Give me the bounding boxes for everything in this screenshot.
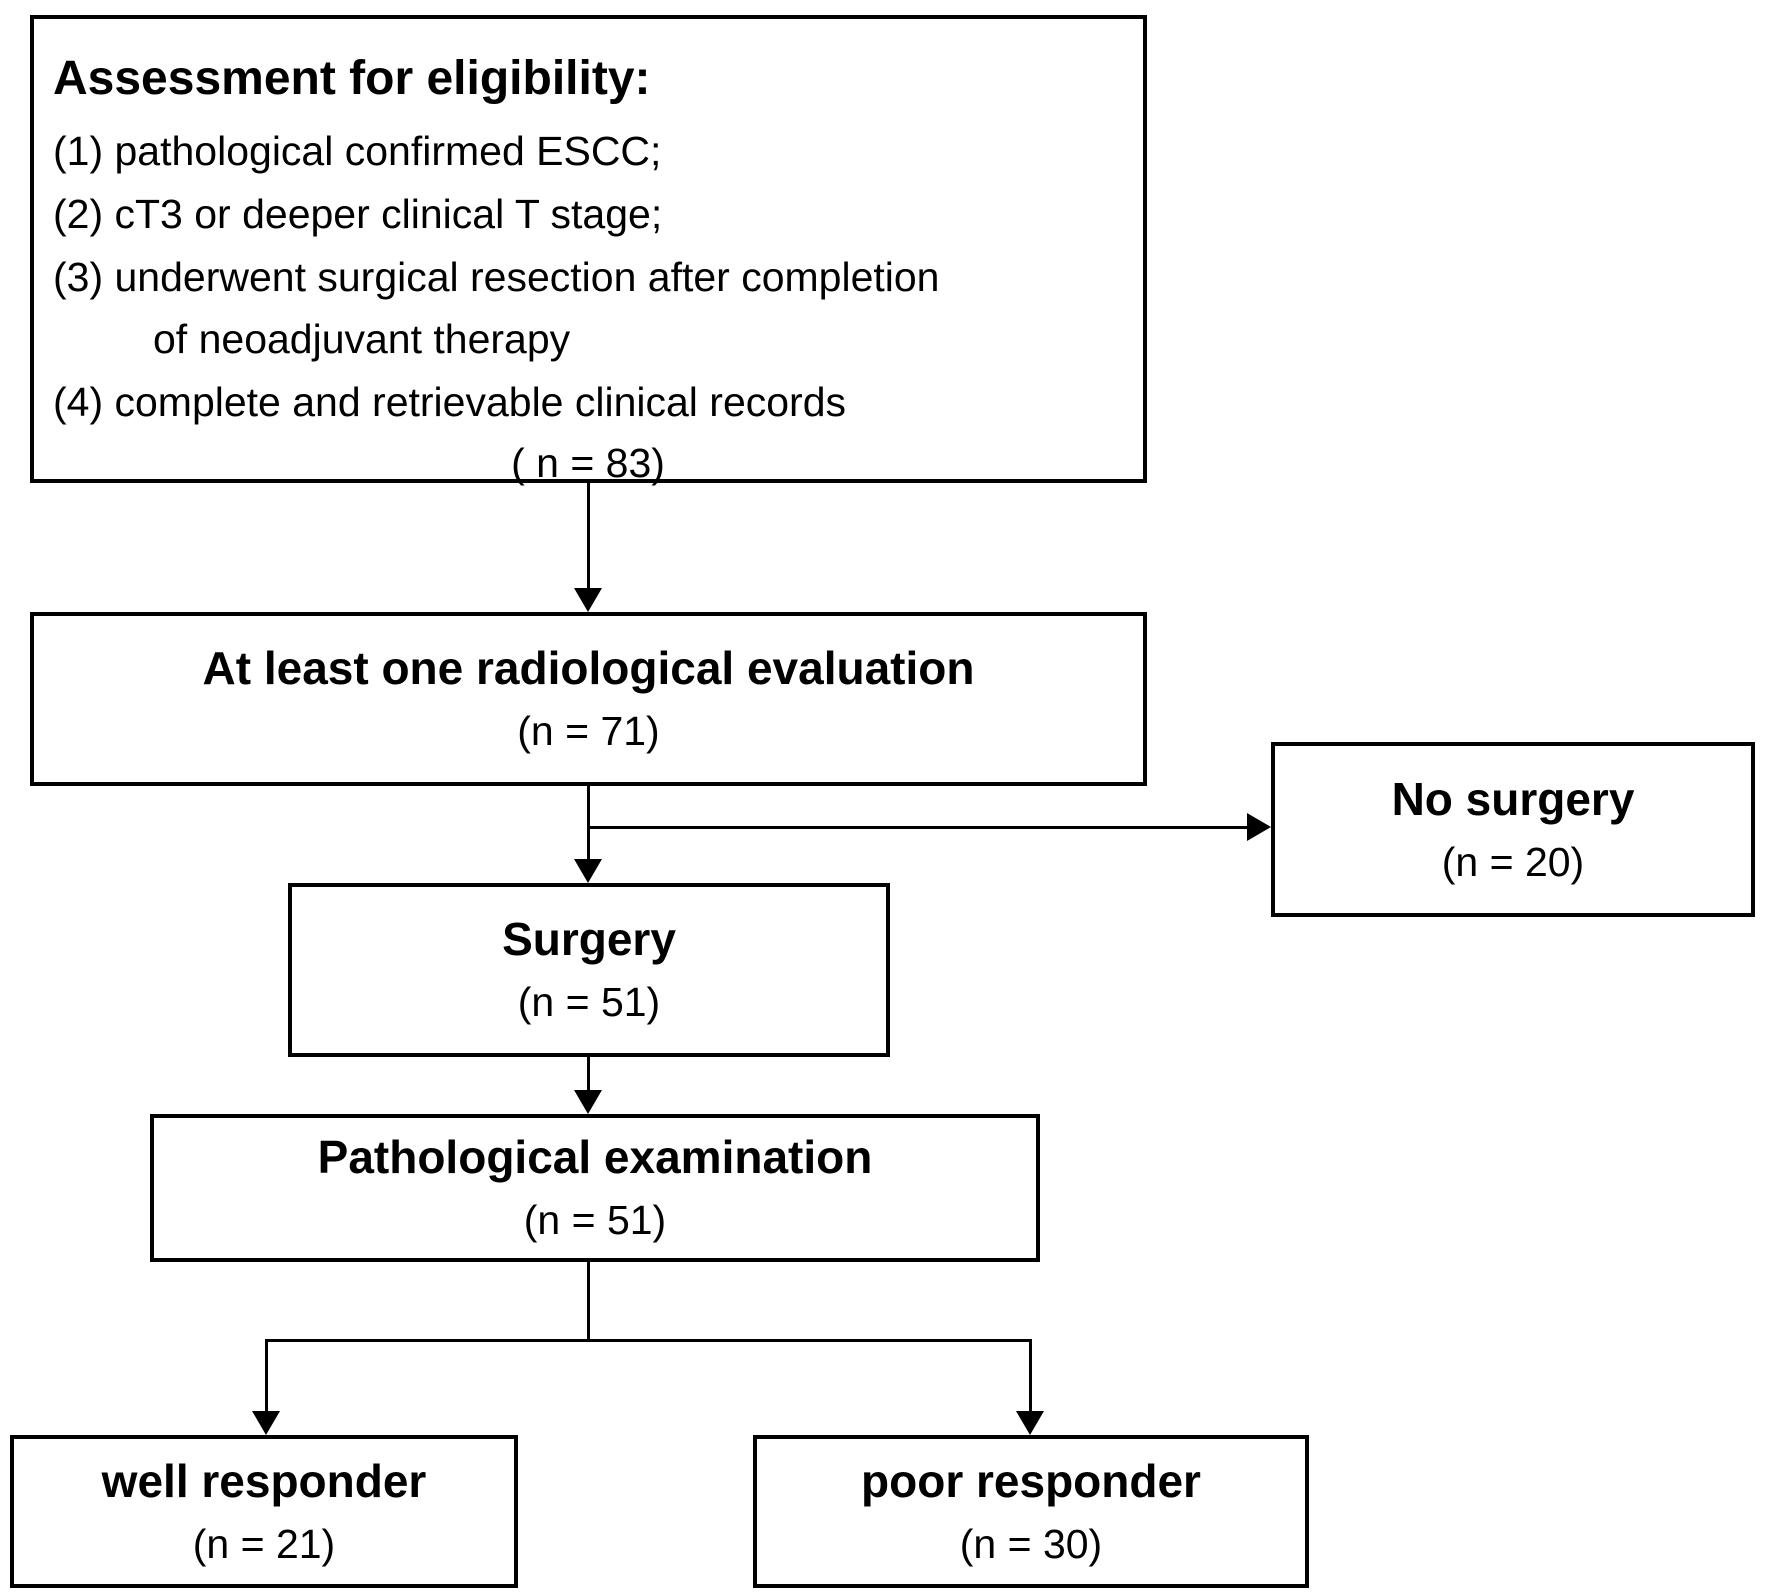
well-responder-title: well responder xyxy=(101,1454,427,1507)
no-surgery-title: No surgery xyxy=(1391,772,1635,825)
arrowhead-down-icon xyxy=(574,859,602,883)
surgery-title: Surgery xyxy=(502,913,676,966)
arrowhead-down-icon xyxy=(1016,1411,1044,1435)
connector-surgery-to-pathological xyxy=(587,1055,590,1092)
connector-eligibility-to-radiological xyxy=(587,481,590,591)
well-responder-box: well responder (n = 21) xyxy=(10,1435,518,1588)
pathological-title: Pathological examination xyxy=(317,1131,873,1184)
eligibility-box: Assessment for eligibility: (1) patholog… xyxy=(30,15,1147,486)
arrowhead-right-icon xyxy=(1247,813,1271,841)
arrowhead-down-icon xyxy=(252,1411,280,1435)
radiological-evaluation-box: At least one radiological evaluation (n … xyxy=(30,612,1147,786)
eligibility-criterion-3-continued: of neoadjuvant therapy xyxy=(153,316,571,363)
arrowhead-down-icon xyxy=(574,588,602,612)
arrowhead-down-icon xyxy=(574,1090,602,1114)
pathological-count: (n = 51) xyxy=(523,1197,667,1244)
radiological-title: At least one radiological evaluation xyxy=(202,642,975,695)
connector-branch-to-no-surgery xyxy=(588,826,1247,829)
connector-split-to-well-responder xyxy=(265,1339,268,1412)
surgery-count: (n = 51) xyxy=(517,979,661,1026)
eligibility-criterion-4: (4) complete and retrievable clinical re… xyxy=(53,379,847,426)
split-horizontal-line xyxy=(265,1339,1032,1342)
eligibility-criterion-1: (1) pathological confirmed ESCC; xyxy=(53,128,662,175)
eligibility-title: Assessment for eligibility: xyxy=(53,52,651,105)
poor-responder-count: (n = 30) xyxy=(959,1520,1103,1567)
no-surgery-count: (n = 20) xyxy=(1441,838,1585,885)
connector-split-to-poor-responder xyxy=(1029,1339,1032,1412)
eligibility-criterion-3: (3) underwent surgical resection after c… xyxy=(53,253,940,300)
no-surgery-box: No surgery (n = 20) xyxy=(1271,742,1755,917)
well-responder-count: (n = 21) xyxy=(192,1520,336,1567)
eligibility-criterion-2: (2) cT3 or deeper clinical T stage; xyxy=(53,190,663,237)
pathological-examination-box: Pathological examination (n = 51) xyxy=(150,1114,1040,1262)
connector-pathological-to-split xyxy=(587,1259,590,1342)
eligibility-count: ( n = 83) xyxy=(511,439,665,486)
poor-responder-box: poor responder (n = 30) xyxy=(753,1435,1309,1588)
surgery-box: Surgery (n = 51) xyxy=(288,883,890,1057)
connector-radiological-to-surgery xyxy=(587,784,590,861)
radiological-count: (n = 71) xyxy=(517,708,660,755)
poor-responder-title: poor responder xyxy=(861,1454,1201,1507)
